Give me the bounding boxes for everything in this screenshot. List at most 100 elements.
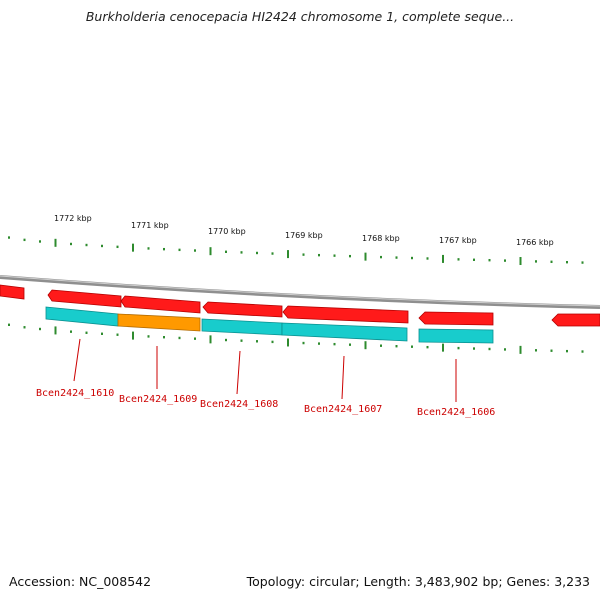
minor-tick (225, 338, 227, 342)
minor-tick (85, 331, 88, 334)
gene-label[interactable]: Bcen2424_1610 (36, 388, 114, 399)
upper-scale-ticks (8, 236, 584, 266)
cds-box[interactable] (281, 322, 408, 342)
minor-tick (163, 247, 165, 251)
major-tick (209, 335, 212, 344)
minor-tick (395, 256, 398, 259)
gene-arrow[interactable] (418, 311, 494, 326)
minor-tick (473, 347, 475, 350)
minor-tick (256, 251, 258, 255)
sequence-summary: Topology: circular; Length: 3,483,902 bp… (246, 574, 590, 589)
major-tick (287, 338, 289, 347)
minor-tick (194, 249, 196, 252)
minor-tick (488, 347, 491, 351)
minor-tick (302, 341, 305, 345)
minor-tick (550, 349, 553, 352)
minor-tick (23, 238, 26, 242)
minor-tick (70, 330, 72, 333)
minor-tick (39, 327, 41, 331)
gene-label[interactable]: Bcen2424_1609 (119, 394, 197, 405)
minor-tick (194, 337, 196, 340)
cds-box[interactable] (201, 318, 283, 336)
leader-line (73, 338, 81, 382)
gene-arrow[interactable] (0, 284, 25, 300)
scale-label: 1767 kbp (439, 236, 477, 245)
minor-tick (178, 248, 181, 252)
gene-arrow[interactable] (282, 305, 409, 324)
scale-label: 1769 kbp (285, 231, 323, 240)
gene-arrow[interactable] (202, 301, 283, 318)
cds-box[interactable] (418, 328, 494, 344)
chromosome-backbone (0, 275, 600, 309)
cds-box[interactable] (45, 306, 119, 327)
major-tick (364, 252, 367, 261)
minor-tick (550, 260, 553, 264)
scale-label: 1768 kbp (362, 234, 400, 243)
minor-tick (566, 349, 568, 353)
major-tick (442, 254, 444, 263)
major-tick (209, 247, 212, 256)
scale-label: 1771 kbp (131, 221, 169, 230)
minor-tick (271, 340, 274, 344)
major-tick (519, 257, 522, 266)
gene-arrow[interactable] (551, 313, 600, 327)
major-tick (287, 250, 289, 259)
minor-tick (426, 345, 429, 349)
leader-line (236, 350, 241, 395)
gene-label[interactable]: Bcen2424_1608 (200, 399, 278, 410)
minor-tick (302, 253, 305, 256)
minor-tick (147, 335, 150, 338)
scale-labels: 1772 kbp 1771 kbp 1770 kbp 1769 kbp 1768… (54, 214, 554, 247)
cds-features (45, 306, 494, 344)
scale-label: 1770 kbp (208, 227, 246, 236)
minor-tick (457, 258, 460, 261)
minor-tick (163, 336, 165, 339)
minor-tick (566, 260, 568, 264)
minor-tick (256, 340, 258, 343)
minor-tick (271, 252, 274, 255)
cds-box-highlighted[interactable] (117, 313, 201, 332)
minor-tick (101, 244, 103, 248)
minor-tick (240, 339, 243, 342)
scale-label: 1766 kbp (516, 238, 554, 247)
gene-label[interactable]: Bcen2424_1606 (417, 407, 495, 418)
minor-tick (395, 345, 398, 348)
minor-tick (240, 251, 243, 254)
gene-arrow[interactable] (47, 289, 122, 308)
map-title: Burkholderia cenocepacia HI2424 chromoso… (85, 9, 515, 24)
minor-tick (504, 259, 506, 262)
minor-tick (333, 342, 336, 346)
minor-tick (411, 345, 413, 348)
minor-tick (85, 243, 88, 247)
minor-tick (426, 257, 429, 260)
minor-tick (488, 258, 491, 262)
minor-tick (581, 350, 584, 353)
label-leaders (73, 338, 457, 402)
forward-genes (0, 284, 600, 327)
minor-tick (380, 344, 382, 347)
minor-tick (70, 242, 72, 246)
major-tick (132, 243, 134, 252)
minor-tick (581, 261, 584, 264)
major-tick (519, 345, 522, 354)
minor-tick (147, 247, 150, 250)
minor-tick (8, 236, 10, 239)
major-tick (442, 343, 444, 352)
accession-text: Accession: NC_008542 (9, 574, 152, 589)
gene-label[interactable]: Bcen2424_1607 (304, 404, 382, 415)
gene-arrow[interactable] (120, 295, 201, 314)
gene-labels: Bcen2424_1610 Bcen2424_1609 Bcen2424_160… (36, 388, 495, 418)
minor-tick (411, 256, 413, 260)
minor-tick (116, 245, 119, 249)
minor-tick (349, 254, 351, 258)
minor-tick (23, 326, 26, 329)
major-tick (132, 331, 134, 340)
minor-tick (457, 346, 460, 350)
major-tick (54, 326, 57, 335)
major-tick (54, 238, 57, 247)
minor-tick (101, 332, 103, 335)
minor-tick (473, 258, 475, 261)
minor-tick (504, 348, 506, 351)
minor-tick (535, 260, 537, 263)
